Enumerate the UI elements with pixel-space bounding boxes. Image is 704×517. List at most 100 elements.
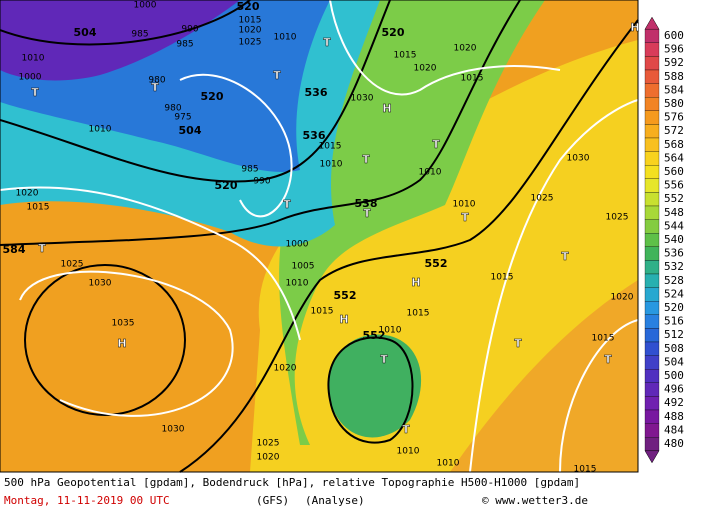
colorbar-swatch <box>644 69 660 84</box>
map-label: 980 <box>148 76 165 86</box>
colorbar-label: 488 <box>664 410 684 423</box>
map-label: 1000 <box>19 73 42 83</box>
colorbar-label: 552 <box>664 192 684 205</box>
map-label: 1015 <box>319 142 342 152</box>
colorbar-swatch <box>644 110 660 125</box>
map-label: 504 <box>179 124 202 137</box>
map-label: 980 <box>164 104 181 114</box>
map-label: T <box>561 250 569 263</box>
map-label: 520 <box>201 90 224 103</box>
colorbar-label: 496 <box>664 383 684 396</box>
map-label: 1020 <box>239 26 262 36</box>
map-label: 1020 <box>611 293 634 303</box>
colorbar-label: 548 <box>664 206 684 219</box>
colorbar-swatch <box>644 355 660 370</box>
colorbar-label: 492 <box>664 396 684 409</box>
map-label: T <box>432 138 440 151</box>
map-label: 1025 <box>61 260 84 270</box>
map-label: 1020 <box>16 189 39 199</box>
colorbar-swatch <box>644 192 660 207</box>
colorbar-label: 484 <box>664 423 684 436</box>
colorbar-label: 596 <box>664 43 684 56</box>
colorbar-label: 568 <box>664 138 684 151</box>
map-label: 1010 <box>419 168 442 178</box>
map-label: 1015 <box>461 74 484 84</box>
map-label: T <box>380 353 388 366</box>
map-label: 504 <box>74 26 97 39</box>
colorbar-swatch <box>644 137 660 152</box>
colorbar-label: 508 <box>664 342 684 355</box>
map-label: 1015 <box>27 203 50 213</box>
map-label: 1015 <box>311 307 334 317</box>
map-fields <box>0 0 638 472</box>
map-label: T <box>31 86 39 99</box>
map-label: T <box>38 242 46 255</box>
map-label: 1030 <box>567 154 590 164</box>
caption-model: (GFS) <box>256 494 289 507</box>
map-label: 1010 <box>22 54 45 64</box>
colorbar-label: 564 <box>664 151 684 164</box>
colorbar-arrow-bottom <box>644 450 660 464</box>
colorbar-label: 544 <box>664 219 684 232</box>
map-frame <box>0 0 639 473</box>
map-label: 1020 <box>414 64 437 74</box>
map-label: 538 <box>355 197 378 210</box>
map-label: T <box>273 69 281 82</box>
contours <box>0 0 639 473</box>
map-label: 1010 <box>320 160 343 170</box>
map-label: 990 <box>181 25 198 35</box>
map-label: 1015 <box>394 51 417 61</box>
map-label: 520 <box>215 179 238 192</box>
caption-source: © www.wetter3.de <box>482 494 588 507</box>
map-label: 985 <box>176 40 193 50</box>
colorbar-swatch <box>644 97 660 111</box>
map-label: 584 <box>3 243 26 256</box>
map-label: 1010 <box>286 279 309 289</box>
colorbar-swatch <box>644 423 660 438</box>
colorbar-swatch <box>644 56 660 71</box>
map-label: 1010 <box>397 447 420 457</box>
map-label: 1000 <box>286 240 309 250</box>
map-label: 552 <box>334 289 357 302</box>
map-label: 1005 <box>292 262 315 272</box>
map-label: 1010 <box>437 459 460 469</box>
colorbar-swatch <box>644 287 660 302</box>
colorbar-swatch <box>644 409 660 424</box>
colorbar-label: 584 <box>664 83 684 96</box>
colorbar-swatch <box>644 369 660 383</box>
map-label: 1010 <box>274 33 297 43</box>
colorbar-label: 600 <box>664 29 684 42</box>
map-label: T <box>402 423 410 436</box>
map-label: 520 <box>237 0 260 13</box>
colorbar-label: 500 <box>664 369 684 382</box>
colorbar-swatch <box>644 341 660 356</box>
map-label: 1025 <box>531 194 554 204</box>
colorbar-swatch <box>644 83 660 98</box>
map-label: 536 <box>303 129 326 142</box>
colorbar-label: 512 <box>664 328 684 341</box>
map-label: 536 <box>305 86 328 99</box>
colorbar-swatch <box>644 301 660 315</box>
colorbar-label: 572 <box>664 124 684 137</box>
colorbar-label: 556 <box>664 179 684 192</box>
colorbar-label: 592 <box>664 56 684 69</box>
colorbar-swatch <box>644 260 660 275</box>
map-label: H <box>339 313 348 326</box>
colorbar-arrow-top <box>644 16 660 30</box>
colorbar-swatch <box>644 151 660 166</box>
colorbar-label: 532 <box>664 260 684 273</box>
map-label: H <box>382 102 391 115</box>
colorbar-swatch <box>644 205 660 220</box>
colorbar-label: 516 <box>664 315 684 328</box>
colorbar-swatch <box>644 314 660 329</box>
map-label: 1020 <box>454 44 477 54</box>
map-label: H <box>411 276 420 289</box>
map-label: 985 <box>241 165 258 175</box>
map-label: T <box>363 207 371 220</box>
map-label: 985 <box>131 30 148 40</box>
map-label: T <box>461 211 469 224</box>
colorbar-swatch <box>644 165 660 179</box>
map-label: 1035 <box>112 319 135 329</box>
